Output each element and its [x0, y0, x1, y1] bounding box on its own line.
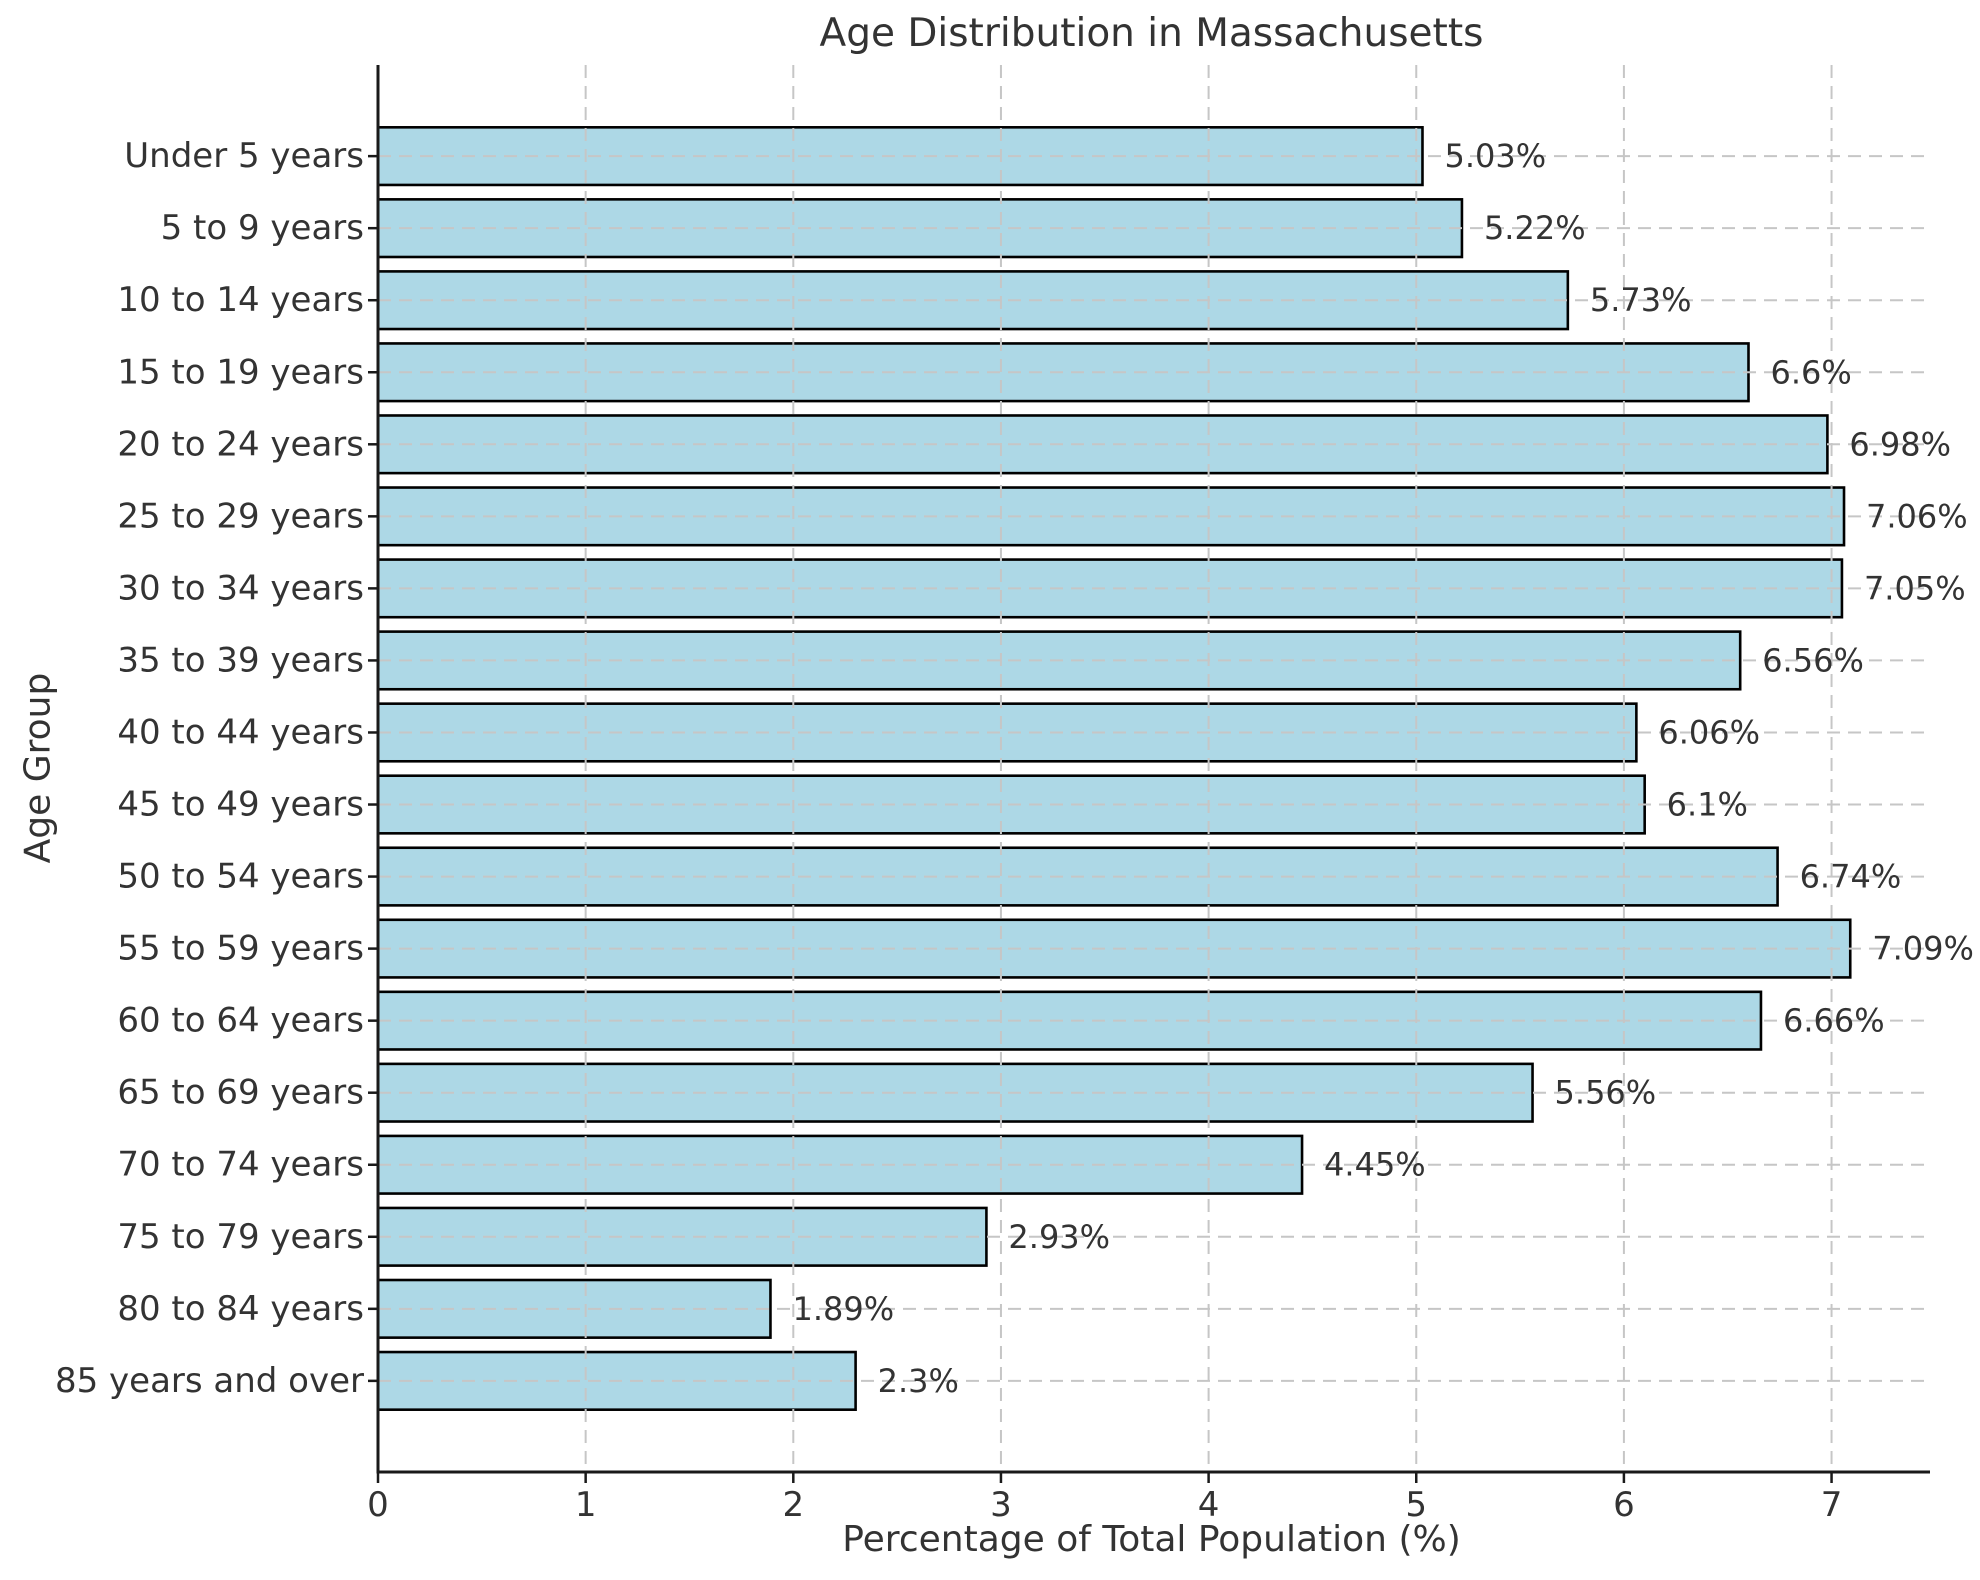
bar-value-label: 7.05%: [1864, 569, 1966, 607]
y-axis-title: Age Group: [17, 672, 59, 864]
bar-value-label: 5.56%: [1555, 1074, 1657, 1112]
bar-value-label: 5.03%: [1444, 137, 1546, 175]
bar-value-label: 6.06%: [1658, 713, 1760, 751]
x-tick-label: 1: [575, 1485, 597, 1525]
bar-value-label: 5.22%: [1484, 209, 1586, 247]
x-axis-title: Percentage of Total Population (%): [842, 1519, 1461, 1560]
bar: [376, 702, 1638, 763]
y-tick-label: 70 to 74 years: [117, 1145, 364, 1185]
y-tick-label: 80 to 84 years: [117, 1289, 364, 1329]
bar: [376, 990, 1763, 1051]
x-tick-label: 7: [1821, 1485, 1843, 1525]
y-tick-label: 65 to 69 years: [117, 1073, 364, 1113]
bar-value-label: 6.6%: [1770, 353, 1851, 391]
bar-value-label: 7.09%: [1872, 930, 1974, 968]
chart-title: Age Distribution in Massachusetts: [819, 11, 1484, 56]
y-tick-label: 35 to 39 years: [117, 640, 364, 680]
bar-value-label: 6.56%: [1762, 641, 1864, 679]
y-tick-label: 20 to 24 years: [117, 424, 364, 464]
y-tick-label: 75 to 79 years: [117, 1217, 364, 1257]
bar-value-label: 4.45%: [1324, 1146, 1426, 1184]
y-tick-label: Under 5 years: [124, 136, 364, 176]
x-tick-label: 2: [782, 1485, 804, 1525]
y-tick-label: 60 to 64 years: [117, 1001, 364, 1041]
y-tick-label: 25 to 29 years: [117, 496, 364, 536]
bar-value-label: 1.89%: [792, 1290, 894, 1328]
bar-value-label: 2.3%: [878, 1362, 959, 1400]
y-tick-label: 50 to 54 years: [117, 857, 364, 897]
x-tick-label: 3: [990, 1485, 1012, 1525]
y-tick-label: 55 to 59 years: [117, 929, 364, 969]
x-tick-label: 4: [1198, 1485, 1220, 1525]
bar-value-label: 7.06%: [1866, 497, 1968, 535]
x-tick-label: 6: [1613, 1485, 1635, 1525]
y-tick-label: 85 years and over: [55, 1361, 364, 1401]
y-tick-label: 10 to 14 years: [117, 280, 364, 320]
bar-value-label: 2.93%: [1008, 1218, 1110, 1256]
y-tick-label: 40 to 44 years: [117, 712, 364, 752]
bar-value-label: 6.74%: [1800, 858, 1902, 896]
x-tick-label: 0: [367, 1485, 389, 1525]
x-tick-label: 5: [1405, 1485, 1427, 1525]
bar-value-label: 6.66%: [1783, 1002, 1885, 1040]
bar-value-label: 5.73%: [1590, 281, 1692, 319]
y-tick-label: 5 to 9 years: [161, 208, 364, 248]
bar-value-label: 6.1%: [1667, 786, 1748, 824]
bar: [376, 198, 1464, 259]
y-tick-label: 30 to 34 years: [117, 568, 364, 608]
y-tick-label: 15 to 19 years: [117, 352, 364, 392]
bar-value-label: 6.98%: [1849, 425, 1951, 463]
y-tick-label: 45 to 49 years: [117, 785, 364, 825]
